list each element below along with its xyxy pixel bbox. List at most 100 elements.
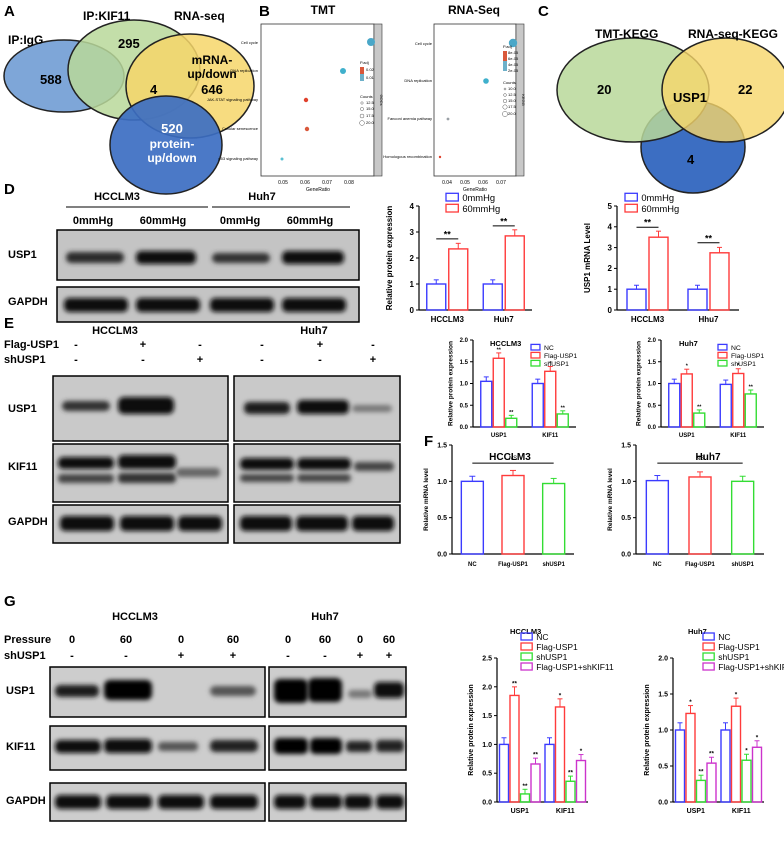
chart-e1-bar [531,382,544,428]
chart-d2-bar [687,288,708,311]
blot-e-row-gapdh: GAPDH [8,516,48,528]
blot-g-row-kif11: KIF11 [6,741,35,753]
chart-g1-x-tick-label: KIF11 [556,808,575,815]
venn-count-646: 646 [201,82,223,97]
chart-d2-legend-swatch [624,203,638,213]
dotplot-rnaseq-frame [433,23,517,177]
panel-label-c: C [538,3,549,20]
chart-d2-y-tick-label: 2 [608,264,613,273]
blot-e-group-2: Huh7 [300,325,328,337]
panel-label-e: E [4,315,14,332]
chart-f2-x-tick-label: NC [653,562,662,568]
chart-d1-y-tick-label: 3 [410,228,415,237]
blot-e-flag-sign: - [74,339,78,351]
chart-d2-bar [626,288,647,311]
chart-d1-bar [448,248,469,311]
chart-e1-y-label: Relative protein expression [448,341,455,426]
chart-f1-ns-label: NS [509,456,517,462]
dotplot-tmt-term-1: Cell cycle [241,40,259,45]
blot-g-row-sh: shUSP1 [4,650,46,662]
chart-d1-y-tick-label: 2 [410,254,415,263]
venn-count-520: 520 [161,121,183,136]
chart-d2-y-tick-label: 5 [608,202,613,211]
chart-g2-y-tick-label: 2.0 [658,655,668,662]
chart-e2-legend-label: NC [731,345,741,352]
blot-g-pressure-value: 60 [319,634,331,646]
blot-g-sh-sign: - [323,650,327,662]
blot-d-cond-4: 60mmHg [287,215,333,227]
dotplot-tmt-padj-title: P.adj [360,60,369,65]
blot-e: HCCLM3 Huh7 Flag-USP1 shUSP1 - + - - + - - - + - -… [4,325,401,544]
venn-c-usp1: USP1 [673,90,707,105]
chart-g1-sig-mark: ** [523,783,528,790]
venn-count-588: 588 [40,72,62,87]
chart-e1-y-tick-label: 2.0 [460,338,469,344]
chart-d1-sig-mark: ** [500,216,508,226]
dotplot-rnaseq-count-tick-5: 20.0 [508,111,517,116]
panel-label-d: D [4,181,15,198]
dotplot-tmt-strip-label: GOCs [379,94,384,105]
dotplot-tmt-term-2: DNA replication [230,68,258,73]
dotplot-tmt-tick-3: 0.07 [322,180,332,186]
dotplot-rnaseq: RNA-Seq KEGG Cell cycle DNA replication … [383,3,526,193]
chart-d2-y-label: USP1 mRNA Level [583,223,592,293]
blot-e-sh-sign: - [318,354,322,366]
chart-g1-sig-mark: ** [512,680,517,687]
blot-e-sh-sign: + [370,354,376,366]
venn-a: IP:IgG IP:KIF11 RNA-seq 588 295 4 mRNA- … [3,9,255,195]
chart-g1-sig-mark: * [580,748,583,755]
chart-g1-x-tick-label: USP1 [511,808,529,815]
chart-d2-bar [709,252,730,311]
blot-e-row-flag: Flag-USP1 [4,339,59,351]
dotplot-rnaseq-tick-3: 0.06 [478,180,488,186]
blot-g-pressure-value: 0 [357,634,363,646]
venn-label-igg: IP:IgG [8,33,43,47]
venn-protein-label-2: up/down [147,151,196,165]
chart-g-hcclm3: 0.0 0.5 1.0 1.5 2.0 2.5 Relative protein expre… [468,627,614,815]
chart-d1-y-label: Relative protein expression [385,206,394,311]
chart-g1-y-tick-label: 2.0 [482,684,492,691]
chart-e2-title: Huh7 [679,339,698,348]
chart-e1-sig-mark: ** [497,347,502,353]
chart-g2-y-tick-label: 1.0 [658,727,668,734]
chart-e2-sig-mark: * [686,364,689,370]
chart-d1-y-tick-label: 1 [410,280,415,289]
venn-label-rnaseq: RNA-seq [174,9,225,23]
blot-e-flag-sign: - [198,339,202,351]
blot-e-sh-sign: - [260,354,264,366]
chart-d-mrna: 0 1 2 3 4 5 USP1 mRNA Level ** HCCLM3 ** Hhu7 0mmHg… [583,192,739,324]
chart-g2-bar [751,746,763,803]
chart-e1-y-tick-label: 0.5 [460,403,469,409]
dotplot-tmt-padj-tick-1: 0.02 [366,67,375,72]
chart-g2-x-tick-label: USP1 [687,808,705,815]
chart-g2-bar [720,729,731,803]
chart-g2-legend-label: Flag-USP1+shKIF11 [718,662,784,672]
blot-e-flag-sign: - [260,339,264,351]
blot-e-group-1: HCCLM3 [92,325,138,337]
chart-e-hcclm3: 0.0 0.5 1.0 1.5 2.0 Relative protein expressi… [448,338,578,439]
panel-label-b: B [259,3,270,20]
chart-d2-y-tick-label: 1 [608,285,613,294]
chart-d2-sig-mark: ** [705,233,713,243]
chart-g1-legend-swatch [520,642,533,651]
chart-f2-bar [730,480,755,555]
chart-g1-y-tick-label: 1.5 [482,713,492,720]
dotplot-rnaseq-title: RNA-Seq [448,3,500,17]
chart-g2-legend-label: shUSP1 [718,652,749,662]
chart-d1-legend-label: 0mmHg [462,193,495,203]
chart-g2-y-tick-label: 0.5 [658,763,668,770]
chart-f1-title: HCCLM3 [489,452,531,463]
chart-g1-legend-label: shUSP1 [536,652,567,662]
chart-d1-bar [426,283,447,311]
dotplot-tmt-strip [373,23,383,177]
chart-e1-legend-swatch [530,343,541,351]
blot-e-row-kif11: KIF11 [8,461,37,473]
dotplot-rnaseq-tick-1: 0.04 [442,180,452,186]
blot-g-pressure-value: 0 [285,634,291,646]
dotplot-tmt-dot-1 [367,38,375,46]
dotplot-rnaseq-count-tick-1: 10.0 [508,86,517,91]
dotplot-tmt: TMT GOCs Cell cycle DNA replication JAK-… [207,3,384,193]
chart-e1-legend-label: NC [544,345,554,352]
blot-g-sh-sign: - [70,650,74,662]
chart-g1-bar [498,743,510,803]
